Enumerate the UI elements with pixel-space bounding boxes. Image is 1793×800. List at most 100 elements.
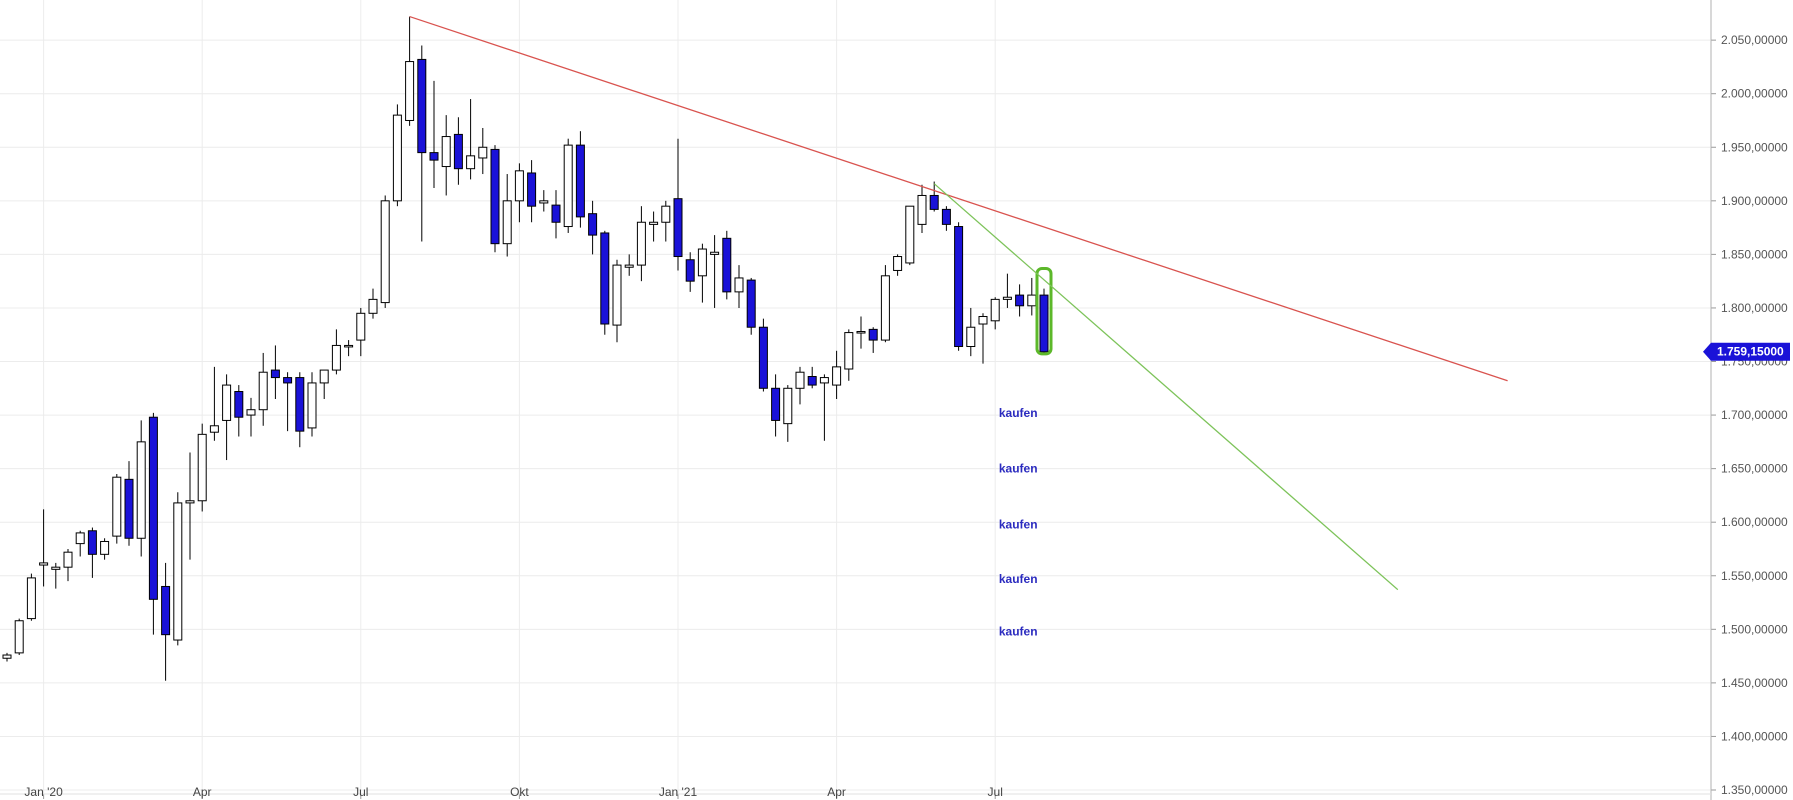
last-price-badge: 1.759,15000 (1703, 342, 1790, 361)
candle-body (941, 208, 951, 225)
candle-body (441, 136, 451, 168)
candle-body (673, 198, 683, 258)
x-tick-label: Jan '21 (659, 785, 698, 799)
y-tick-label: 1.800,00000 (1721, 301, 1788, 315)
candle-body (758, 326, 768, 389)
grid (0, 0, 1716, 799)
candle-body (685, 259, 695, 282)
candle-body (990, 298, 1000, 322)
candle-body (588, 213, 598, 236)
candle-body (331, 344, 341, 371)
candle-body (222, 384, 232, 421)
candle-body (771, 387, 781, 421)
candle-body (746, 279, 756, 328)
candle-body (966, 326, 976, 348)
y-tick-label: 1.900,00000 (1721, 194, 1788, 208)
candle-body (112, 476, 122, 537)
x-tick-label: Apr (827, 785, 846, 799)
candle-body (26, 577, 36, 620)
candle-body (624, 264, 634, 268)
x-tick-label: Jan '20 (24, 785, 63, 799)
y-tick-label: 1.450,00000 (1721, 676, 1788, 690)
candle-body (39, 562, 49, 566)
y-tick-label: 1.400,00000 (1721, 729, 1788, 743)
candle-body (51, 566, 61, 570)
candle-body (173, 502, 183, 641)
candle-body (929, 194, 939, 210)
candle-body (795, 371, 805, 389)
candle-body (807, 376, 817, 386)
candle-body (868, 328, 878, 341)
candle-body (893, 256, 903, 271)
trendline-support-break (933, 183, 1399, 591)
candle-body (612, 264, 622, 326)
candle-body (14, 620, 24, 654)
candle-body (1039, 294, 1049, 353)
candle-body (917, 194, 927, 225)
candle-body (148, 416, 158, 600)
x-tick-label: Apr (193, 785, 212, 799)
y-tick-label: 1.600,00000 (1721, 515, 1788, 529)
candle-body (539, 200, 549, 204)
y-tick-label: 1.700,00000 (1721, 408, 1788, 422)
signal-label: kaufen (999, 517, 1038, 531)
candle-body (649, 221, 659, 225)
candle-body (551, 204, 561, 223)
annotations: kaufen kaufen kaufen kaufen kaufen (999, 406, 1038, 639)
y-tick-label: 1.500,00000 (1721, 622, 1788, 636)
signal-label: kaufen (999, 406, 1038, 420)
candle-body (844, 332, 854, 370)
trendline-resistance (409, 15, 1508, 382)
candle-body (502, 200, 512, 245)
y-tick-label: 1.350,00000 (1721, 783, 1788, 797)
candle-body (1015, 294, 1025, 307)
candle-body (270, 369, 280, 379)
signal-label: kaufen (999, 462, 1038, 476)
candle-body (209, 425, 219, 433)
candle-body (880, 275, 890, 341)
candle-body (1002, 296, 1012, 300)
candle-body (356, 312, 366, 341)
candle-body (283, 377, 293, 384)
candle-body (258, 371, 268, 411)
candle-body (161, 585, 171, 636)
signal-label: kaufen (999, 572, 1038, 586)
candle-body (783, 387, 793, 425)
highlight-box (1035, 266, 1053, 356)
candle-body (307, 382, 317, 429)
y-tick-label: 1.850,00000 (1721, 247, 1788, 261)
candle-body (563, 144, 573, 228)
candle-body (1027, 294, 1037, 307)
candle-body (819, 377, 829, 384)
signal-label: kaufen (999, 624, 1038, 638)
candle-body (856, 331, 866, 334)
candle-body (490, 148, 500, 245)
candle-body (636, 221, 646, 266)
y-tick-label: 1.950,00000 (1721, 140, 1788, 154)
candle-body (136, 441, 146, 539)
last-price-badge-shape (1703, 342, 1790, 361)
candle-body (185, 500, 195, 504)
x-tick-label: Jul (353, 785, 368, 799)
candle-body (832, 366, 842, 386)
candle-body (710, 251, 720, 255)
x-tick-label: Jul (988, 785, 1003, 799)
x-axis-labels: Jan '20 Apr Jul Okt Jan '21 Apr Jul (24, 785, 1002, 799)
candle-body (429, 152, 439, 161)
candle-body (392, 114, 402, 202)
y-tick-label: 1.650,00000 (1721, 462, 1788, 476)
candle-body (246, 409, 256, 416)
candle-body (600, 232, 610, 325)
candle-body (514, 170, 524, 202)
candle-body (478, 146, 488, 159)
candle-body (417, 58, 427, 154)
candle-body (575, 144, 585, 218)
candle-body (234, 391, 244, 418)
candle-body (905, 205, 915, 264)
candle-body (978, 316, 988, 325)
x-tick-label: Okt (510, 785, 529, 799)
candle-body (527, 172, 537, 207)
candle-body (368, 298, 378, 314)
highlight-rect (1035, 266, 1053, 356)
